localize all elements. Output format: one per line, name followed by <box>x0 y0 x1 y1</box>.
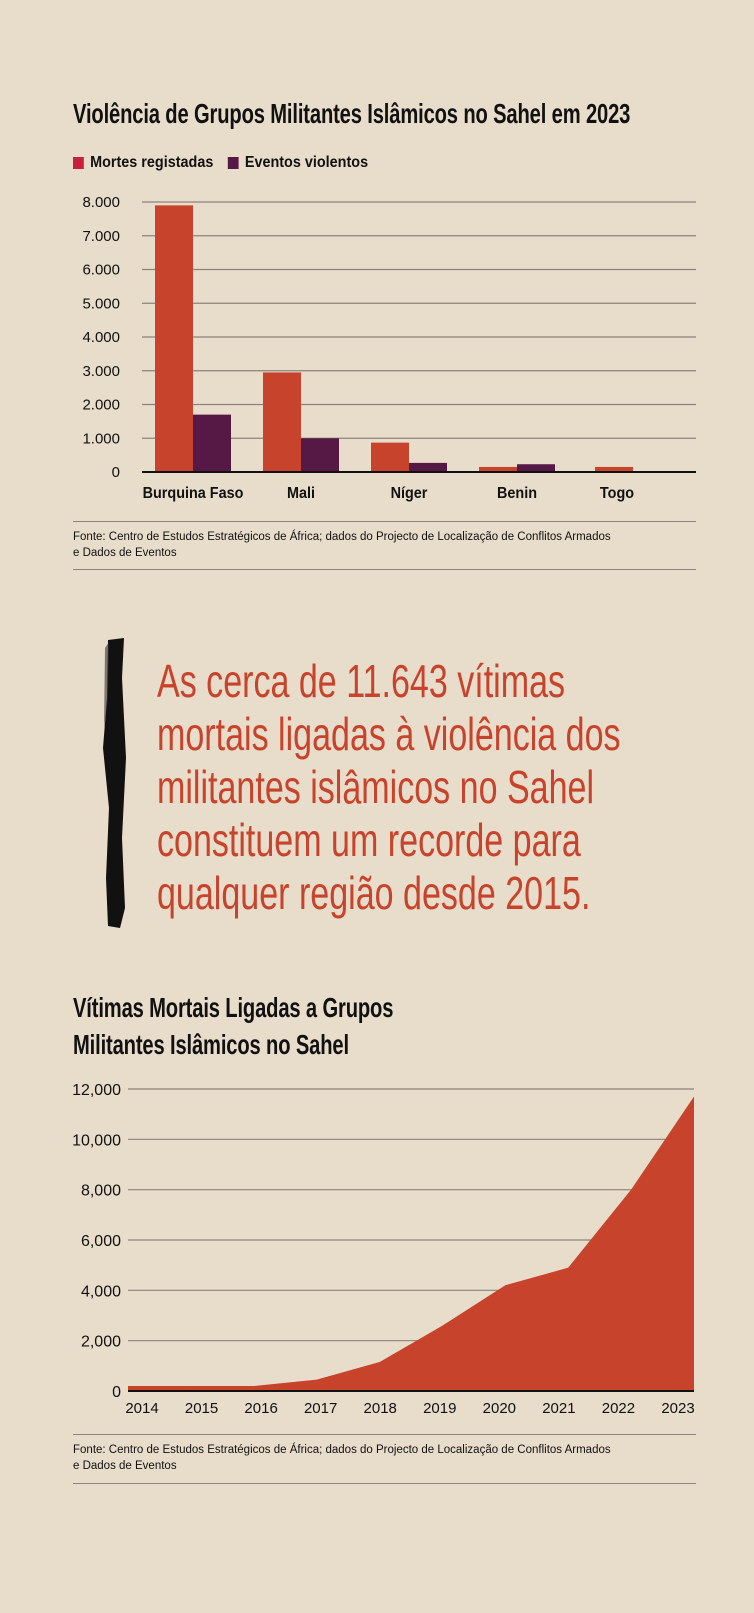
quote-line: constituem um recorde para <box>157 814 581 866</box>
divider <box>73 521 696 522</box>
bar-events <box>517 464 555 472</box>
legend-label-events: Eventos violentos <box>244 154 369 171</box>
divider <box>73 1483 696 1484</box>
y-tick-label: 2.000 <box>82 397 120 414</box>
source-line: e Dados de Eventos <box>73 547 177 559</box>
chart1-source: Fonte: Centro de Estudos Estratégicos de… <box>73 529 611 561</box>
bar-deaths <box>263 372 301 472</box>
quote-line: militantes islâmicos no Sahel <box>157 761 595 813</box>
x-tick-label: 2019 <box>423 1400 456 1417</box>
x-tick-label: Togo <box>600 484 634 502</box>
y-tick-label: 1.000 <box>82 430 120 447</box>
x-tick-label: 2022 <box>602 1400 635 1417</box>
y-tick-label: 3.000 <box>82 363 120 380</box>
brush-stroke-icon <box>103 638 126 928</box>
y-tick-label: 6,000 <box>81 1233 121 1250</box>
chart2-title-wrap: Vítimas Mortais Ligadas a Grupos Militan… <box>73 992 518 1066</box>
chart2-title-line: Militantes Islâmicos no Sahel <box>73 1029 349 1060</box>
divider <box>73 569 696 570</box>
x-tick-label: 2020 <box>483 1400 516 1417</box>
x-tick-label: 2015 <box>185 1400 218 1417</box>
x-tick-label: Mali <box>287 484 315 502</box>
source-line: Fonte: Centro de Estudos Estratégicos de… <box>73 1444 611 1456</box>
x-tick-label: Burquina Faso <box>143 484 244 502</box>
bar-deaths <box>479 466 517 472</box>
bar-deaths <box>371 442 409 472</box>
x-tick-label: 2018 <box>364 1400 397 1417</box>
x-tick-label: Níger <box>391 484 428 502</box>
bar-deaths <box>595 466 633 472</box>
bar-events <box>409 462 447 472</box>
bar-events <box>301 438 339 472</box>
y-tick-label: 2,000 <box>81 1334 121 1351</box>
x-tick-label: Benin <box>497 484 537 502</box>
y-tick-label: 4.000 <box>82 329 120 346</box>
area-chart: 0 2,000 4,000 6,000 8,000 10,000 12,000 2014 201… <box>72 1082 695 1417</box>
y-tick-label: 0 <box>112 464 120 481</box>
x-tick-label: 2017 <box>304 1400 337 1417</box>
legend-swatch-deaths <box>73 157 84 169</box>
x-tick-label: 2016 <box>244 1400 277 1417</box>
x-tick-label: 2021 <box>542 1400 575 1417</box>
legend-swatch-events <box>227 157 239 169</box>
bar-chart: 0 1.000 2.000 3.000 4.000 5.000 6.000 7.000 8.00… <box>82 194 696 502</box>
y-tick-label: 6.000 <box>82 262 120 279</box>
legend-label-deaths: Mortes registadas <box>90 154 214 171</box>
quote-line: As cerca de 11.643 vítimas <box>157 655 566 707</box>
x-tick-label: 2023 <box>661 1400 694 1417</box>
bar-deaths <box>155 205 193 472</box>
chart1-title: Violência de Grupos Militantes Islâmicos… <box>73 98 631 129</box>
area-series <box>128 1096 694 1391</box>
y-tick-label: 0 <box>112 1384 121 1401</box>
quote-line: qualquer região desde 2015. <box>157 867 591 919</box>
pull-quote: As cerca de 11.643 vítimas mortais ligada… <box>157 655 754 920</box>
bar-events <box>193 414 231 472</box>
y-tick-label: 10,000 <box>72 1132 121 1149</box>
source-line: Fonte: Centro de Estudos Estratégicos de… <box>73 531 611 543</box>
y-tick-label: 5.000 <box>82 295 120 312</box>
y-tick-label: 12,000 <box>72 1082 121 1099</box>
chart2-source: Fonte: Centro de Estudos Estratégicos de… <box>73 1442 611 1474</box>
y-tick-label: 8.000 <box>82 194 120 211</box>
x-tick-label: 2014 <box>125 1400 158 1417</box>
divider <box>73 1434 696 1435</box>
y-tick-label: 7.000 <box>82 228 120 245</box>
y-tick-label: 8,000 <box>81 1183 121 1200</box>
chart1-legend: Mortes registadas Eventos violentos <box>73 154 368 172</box>
source-line: e Dados de Eventos <box>73 1460 177 1472</box>
quote-line: mortais ligadas à violência dos <box>157 708 621 760</box>
y-tick-label: 4,000 <box>81 1283 121 1300</box>
chart2-title-line: Vítimas Mortais Ligadas a Grupos <box>73 992 394 1023</box>
chart1-title-wrap: Violência de Grupos Militantes Islâmicos… <box>73 98 754 130</box>
